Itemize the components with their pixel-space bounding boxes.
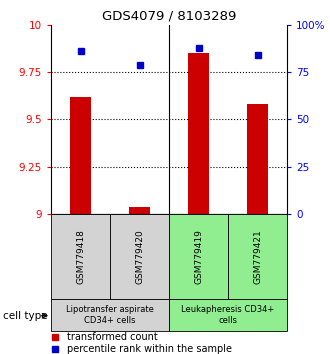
Bar xyxy=(70,97,91,214)
Text: transformed count: transformed count xyxy=(67,332,158,342)
Bar xyxy=(51,299,169,331)
Text: GSM779418: GSM779418 xyxy=(76,229,85,284)
Text: cell type: cell type xyxy=(3,311,48,321)
Bar xyxy=(51,214,110,299)
Text: GSM779420: GSM779420 xyxy=(135,229,144,284)
Bar xyxy=(110,214,169,299)
Text: GSM779419: GSM779419 xyxy=(194,229,203,284)
Bar xyxy=(247,104,268,214)
Bar xyxy=(169,214,228,299)
Text: GSM779421: GSM779421 xyxy=(253,229,262,284)
Bar xyxy=(129,207,150,214)
Bar xyxy=(169,299,287,331)
Bar xyxy=(188,53,209,214)
Text: percentile rank within the sample: percentile rank within the sample xyxy=(67,344,232,354)
Text: Lipotransfer aspirate
CD34+ cells: Lipotransfer aspirate CD34+ cells xyxy=(66,306,154,325)
Text: Leukapheresis CD34+
cells: Leukapheresis CD34+ cells xyxy=(182,306,275,325)
Title: GDS4079 / 8103289: GDS4079 / 8103289 xyxy=(102,9,236,22)
Bar xyxy=(228,214,287,299)
